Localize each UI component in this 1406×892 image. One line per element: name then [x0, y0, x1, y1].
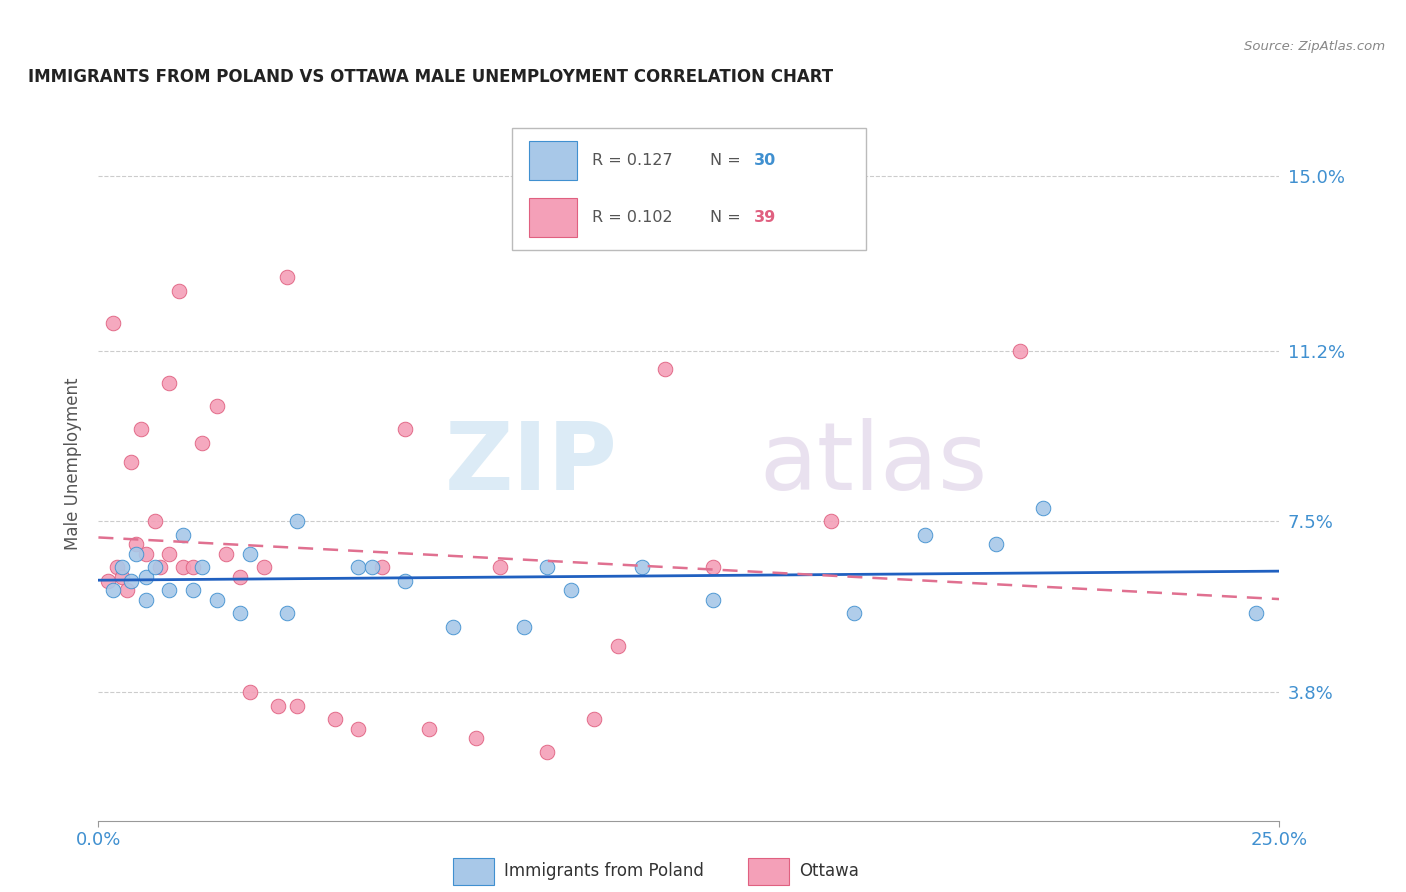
Point: [191, 560, 214, 574]
Text: Source: ZipAtlas.com: Source: ZipAtlas.com: [1244, 40, 1385, 54]
Text: N =: N =: [710, 211, 747, 225]
Point: [111, 569, 134, 583]
Bar: [748, 858, 789, 885]
Text: 30: 30: [754, 153, 776, 168]
Point: [984, 537, 1007, 551]
Point: [172, 528, 194, 542]
Point: [276, 607, 298, 621]
Bar: [530, 141, 576, 180]
Y-axis label: Male Unemployment: Male Unemployment: [65, 377, 83, 550]
Text: ZIP: ZIP: [446, 417, 619, 510]
Point: [441, 620, 464, 634]
Point: [253, 560, 276, 574]
Point: [914, 528, 936, 542]
Text: atlas: atlas: [759, 417, 988, 510]
Text: IMMIGRANTS FROM POLAND VS OTTAWA MALE UNEMPLOYMENT CORRELATION CHART: IMMIGRANTS FROM POLAND VS OTTAWA MALE UN…: [28, 68, 832, 86]
Point: [702, 560, 724, 574]
Point: [394, 574, 416, 589]
Point: [536, 745, 558, 759]
Point: [844, 607, 866, 621]
Point: [101, 583, 124, 598]
Point: [143, 515, 166, 529]
Point: [205, 399, 228, 413]
Point: [607, 639, 630, 653]
Point: [157, 376, 180, 391]
Point: [1244, 607, 1267, 621]
Point: [105, 560, 128, 574]
Point: [239, 547, 262, 561]
FancyBboxPatch shape: [512, 128, 866, 250]
Point: [205, 592, 228, 607]
Point: [181, 560, 204, 574]
Point: [1008, 344, 1031, 359]
Point: [167, 284, 190, 298]
Text: 39: 39: [754, 211, 776, 225]
Point: [121, 574, 143, 589]
Point: [630, 560, 652, 574]
Point: [347, 560, 370, 574]
Point: [560, 583, 582, 598]
Point: [229, 569, 252, 583]
Bar: [453, 858, 494, 885]
Point: [512, 620, 534, 634]
Point: [181, 583, 204, 598]
Point: [135, 569, 157, 583]
Point: [285, 515, 308, 529]
Point: [820, 515, 842, 529]
Point: [135, 547, 157, 561]
Point: [239, 684, 262, 698]
Point: [702, 592, 724, 607]
Point: [215, 547, 238, 561]
Text: Ottawa: Ottawa: [799, 863, 859, 880]
Text: Immigrants from Poland: Immigrants from Poland: [503, 863, 703, 880]
Point: [323, 712, 346, 726]
Point: [157, 547, 180, 561]
Bar: [530, 198, 576, 237]
Point: [536, 560, 558, 574]
Point: [229, 607, 252, 621]
Point: [172, 560, 194, 574]
Point: [129, 422, 152, 436]
Point: [371, 560, 394, 574]
Point: [285, 698, 308, 713]
Point: [191, 436, 214, 450]
Point: [347, 722, 370, 736]
Text: R = 0.127: R = 0.127: [592, 153, 672, 168]
Point: [583, 712, 606, 726]
Point: [276, 270, 298, 285]
Text: N =: N =: [710, 153, 747, 168]
Point: [135, 592, 157, 607]
Point: [115, 583, 138, 598]
Point: [125, 537, 148, 551]
Point: [394, 422, 416, 436]
Point: [654, 362, 676, 376]
Point: [465, 731, 488, 745]
Point: [1032, 500, 1054, 515]
Point: [149, 560, 172, 574]
Point: [101, 317, 124, 331]
Point: [143, 560, 166, 574]
Text: R = 0.102: R = 0.102: [592, 211, 672, 225]
Point: [121, 454, 143, 468]
Point: [125, 547, 148, 561]
Point: [111, 560, 134, 574]
Point: [97, 574, 120, 589]
Point: [361, 560, 384, 574]
Point: [489, 560, 512, 574]
Point: [418, 722, 440, 736]
Point: [157, 583, 180, 598]
Point: [267, 698, 290, 713]
